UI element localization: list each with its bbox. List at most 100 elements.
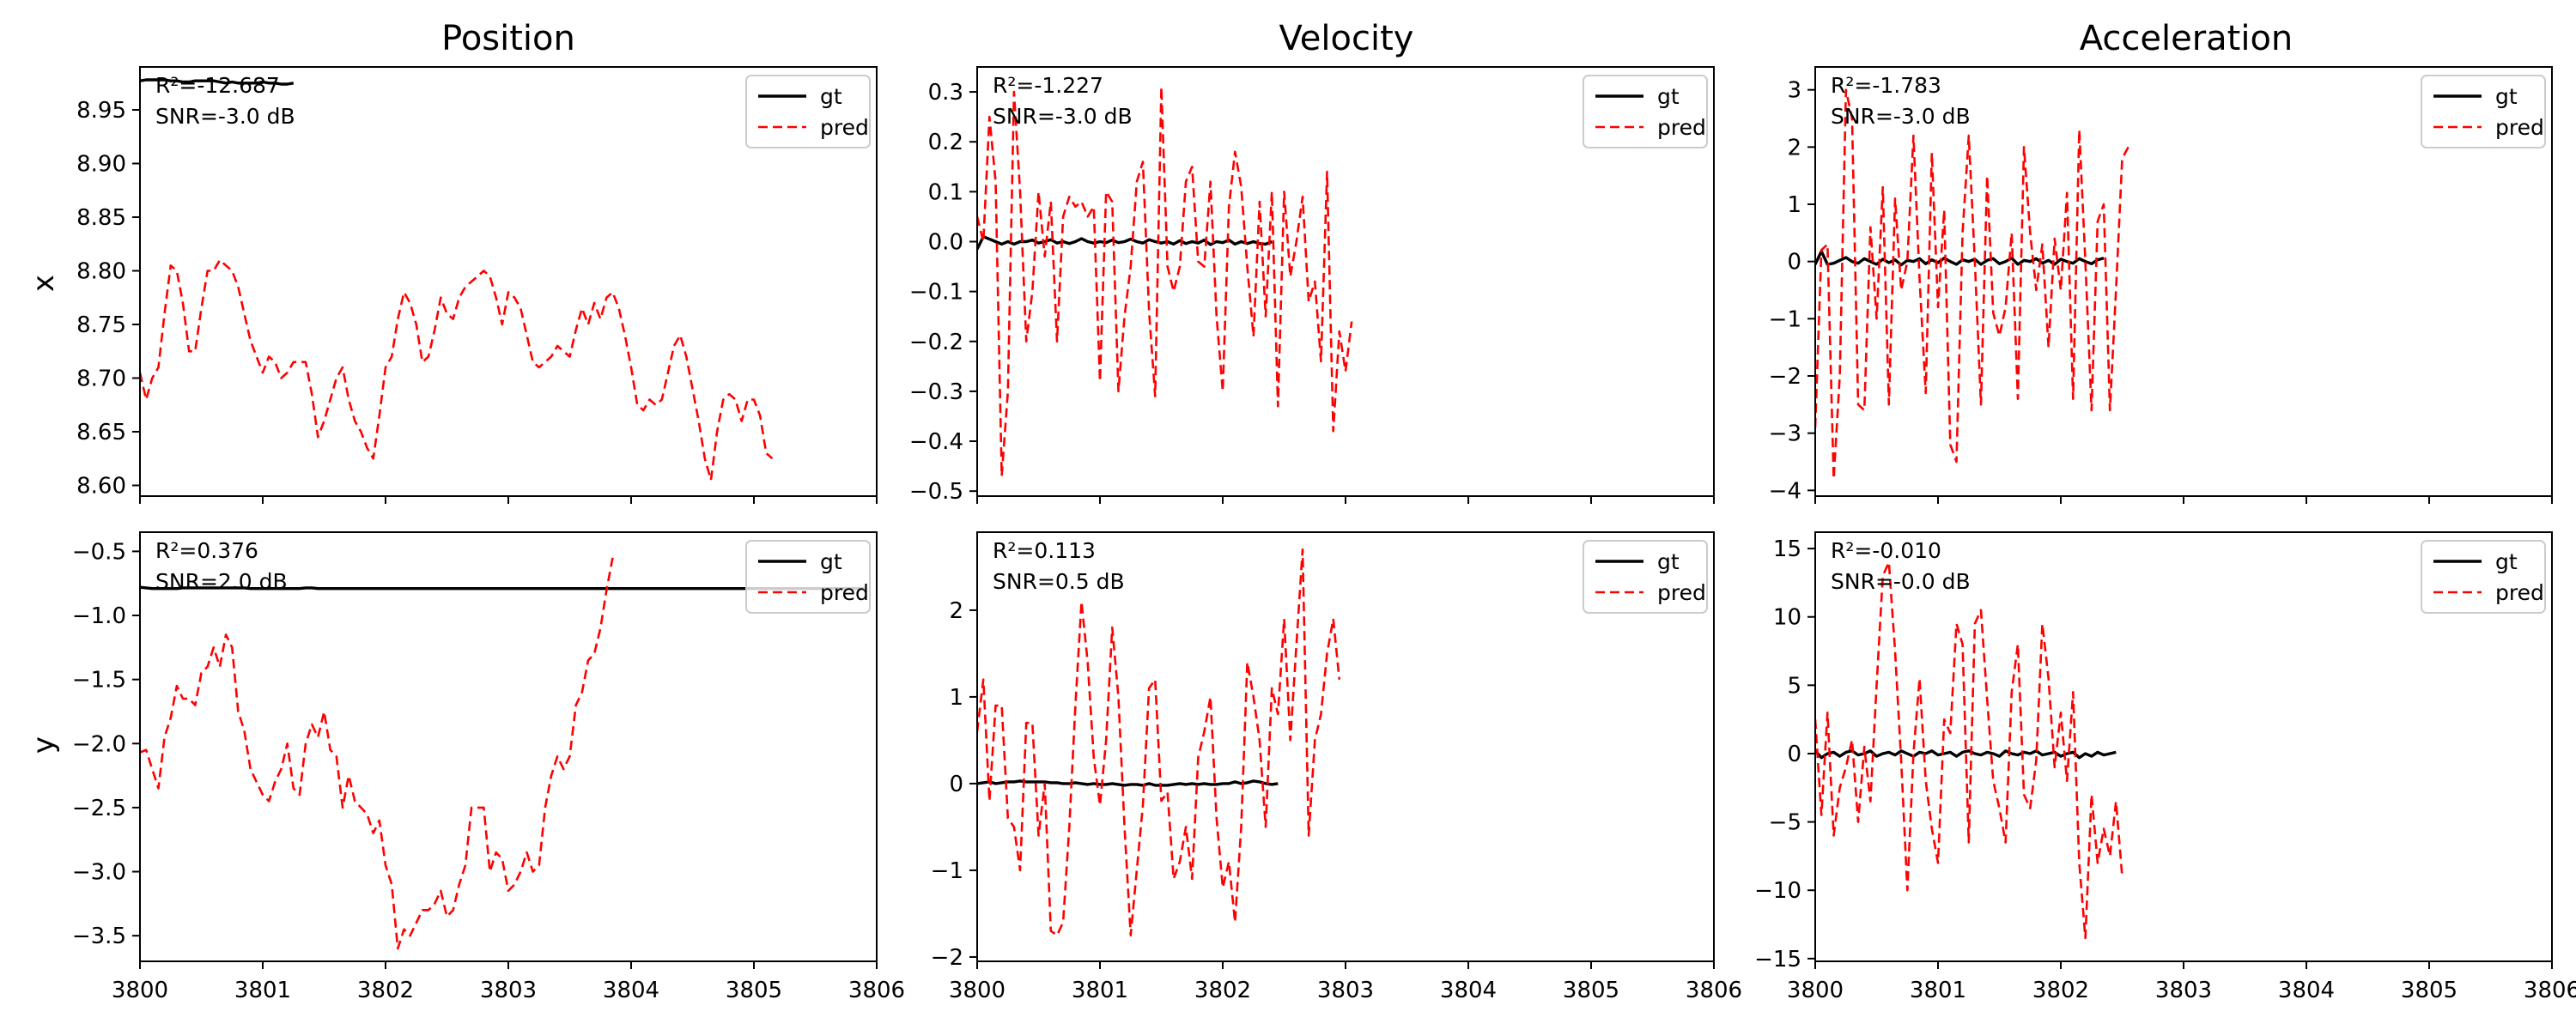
y-tick-label: 1 [1787,192,1801,218]
legend-label-gt: gt [1657,84,1680,109]
series-line-gt [140,78,295,86]
x-tick-label: 3800 [1787,978,1844,1003]
stats-text: SNR=-0.0 dB [1831,569,1971,594]
y-tick-label: −0.2 [909,330,963,355]
y-tick-label: −1.5 [72,668,126,694]
legend-box [745,540,871,614]
legend-label-gt: gt [2495,84,2518,109]
y-tick-label: 0 [1787,250,1801,276]
axes-frame [1814,66,2553,497]
series-line-pred [140,258,774,482]
legend-box [1583,75,1708,148]
y-tick-label: −0.4 [909,429,963,455]
x-tick-label: 3804 [603,978,659,1003]
stats-text: R²=-0.010 [1831,538,1941,563]
y-tick-label: 8.65 [76,420,126,445]
axes-frame [976,66,1715,497]
y-tick-label: −3.5 [72,924,126,949]
y-tick-label: −2 [1769,364,1801,390]
series-line-pred [977,86,1353,478]
column-title-position: Position [441,19,575,58]
panel-position-y: −3.5 −3.0 −2.5 −2.0 −1.5 −1.0 −0.5 3800 3801 3802… [72,531,905,1003]
y-tick-label: −3.0 [72,860,126,886]
panel-acceleration-x: −4 −3 −2 −1 0 1 2 3 R²=-1.783 SNR=-3.0 dB gt pred [1769,66,2553,504]
y-tick-label: 0.2 [928,130,963,155]
y-tick-label: 0.3 [928,80,963,106]
y-tick-label: −10 [1754,878,1801,904]
y-tick-label: −1 [931,858,963,884]
series-line-gt [977,235,1273,250]
stats-text: R²=-12.687 [155,73,280,98]
stats-text: SNR=2.0 dB [155,569,288,594]
stats-text: SNR=0.5 dB [993,569,1125,594]
x-tick-label: 3800 [949,978,1005,1003]
y-tick-label: −1.0 [72,603,126,629]
x-tick-label: 3806 [1686,978,1742,1003]
x-tick-label: 3801 [234,978,291,1003]
stats-text: SNR=-3.0 dB [993,104,1133,129]
x-tick-label: 3806 [2524,978,2576,1003]
column-title-acceleration: Acceleration [2080,19,2293,58]
series-group [977,548,1341,936]
y-tick-label: −0.5 [909,479,963,505]
y-tick-label: 2 [949,598,963,624]
legend-label-pred: pred [820,115,869,140]
legend-label-gt: gt [820,549,842,574]
y-tick-label: 8.80 [76,259,126,285]
y-tick-label: 10 [1773,605,1801,631]
panel-velocity-y: −2 −1 0 1 2 3800 3801 3802 3803 3804 3805 3806 R²=0.… [931,531,1742,1003]
stats-text: R²=0.376 [155,538,258,563]
y-tick-label: 8.90 [76,152,126,178]
y-tick-label: 8.70 [76,367,126,392]
y-tick-label: −1 [1769,306,1801,332]
legend-label-pred: pred [2495,580,2544,605]
y-tick-label: −3 [1769,421,1801,447]
legend-label-pred: pred [1657,580,1706,605]
x-tick-label: 3802 [1194,978,1251,1003]
stats-text: R²=0.113 [993,538,1096,563]
y-tick-label: 0 [1787,742,1801,767]
legend-box [2421,75,2546,148]
legend-box [745,75,871,148]
panel-position-x: 8.60 8.65 8.70 8.75 8.80 8.85 8.90 8.95 R²=-12.6… [76,66,878,504]
x-tick-label: 3804 [1440,978,1497,1003]
x-tick-label: 3805 [726,978,782,1003]
x-tick-label: 3803 [480,978,537,1003]
y-tick-label: −2.0 [72,731,126,757]
x-tick-label: 3802 [2032,978,2089,1003]
legend-label-pred: pred [1657,115,1706,140]
stats-text: SNR=-3.0 dB [1831,104,1971,129]
row-label-y: y [27,736,61,754]
y-tick-label: 15 [1773,536,1801,562]
series-group [140,557,865,950]
y-tick-label: −2.5 [72,796,126,821]
series-line-gt [1815,250,2105,267]
legend-label-gt: gt [2495,549,2518,574]
stats-text: R²=-1.783 [1831,73,1941,98]
legend-box [2421,540,2546,614]
y-tick-label: 1 [949,685,963,711]
y-tick-label: −15 [1754,947,1801,972]
y-tick-label: 8.85 [76,205,126,231]
series-group [140,78,774,482]
axes-frame [1814,531,2553,962]
series-line-pred [977,548,1341,936]
y-tick-label: −0.5 [72,539,126,565]
series-line-pred [140,557,614,950]
y-tick-label: −4 [1769,478,1801,504]
series-line-pred [1815,560,2123,940]
panel-acceleration-y: −15 −10 −5 0 5 10 15 3800 3801 3802 3803 3804 3805 38… [1754,531,2576,1003]
y-tick-label: 8.75 [76,312,126,338]
x-tick-label: 3805 [1563,978,1619,1003]
column-title-velocity: Velocity [1279,19,1414,58]
x-tick-label: 3806 [848,978,905,1003]
y-tick-label: −5 [1769,810,1801,836]
series-line-gt [140,585,865,591]
axes-frame [139,66,878,497]
y-tick-label: −0.1 [909,280,963,306]
legend-box [1583,540,1708,614]
legend-label-gt: gt [1657,549,1680,574]
y-tick-label: −2 [931,945,963,971]
row-label-x: x [27,275,61,292]
